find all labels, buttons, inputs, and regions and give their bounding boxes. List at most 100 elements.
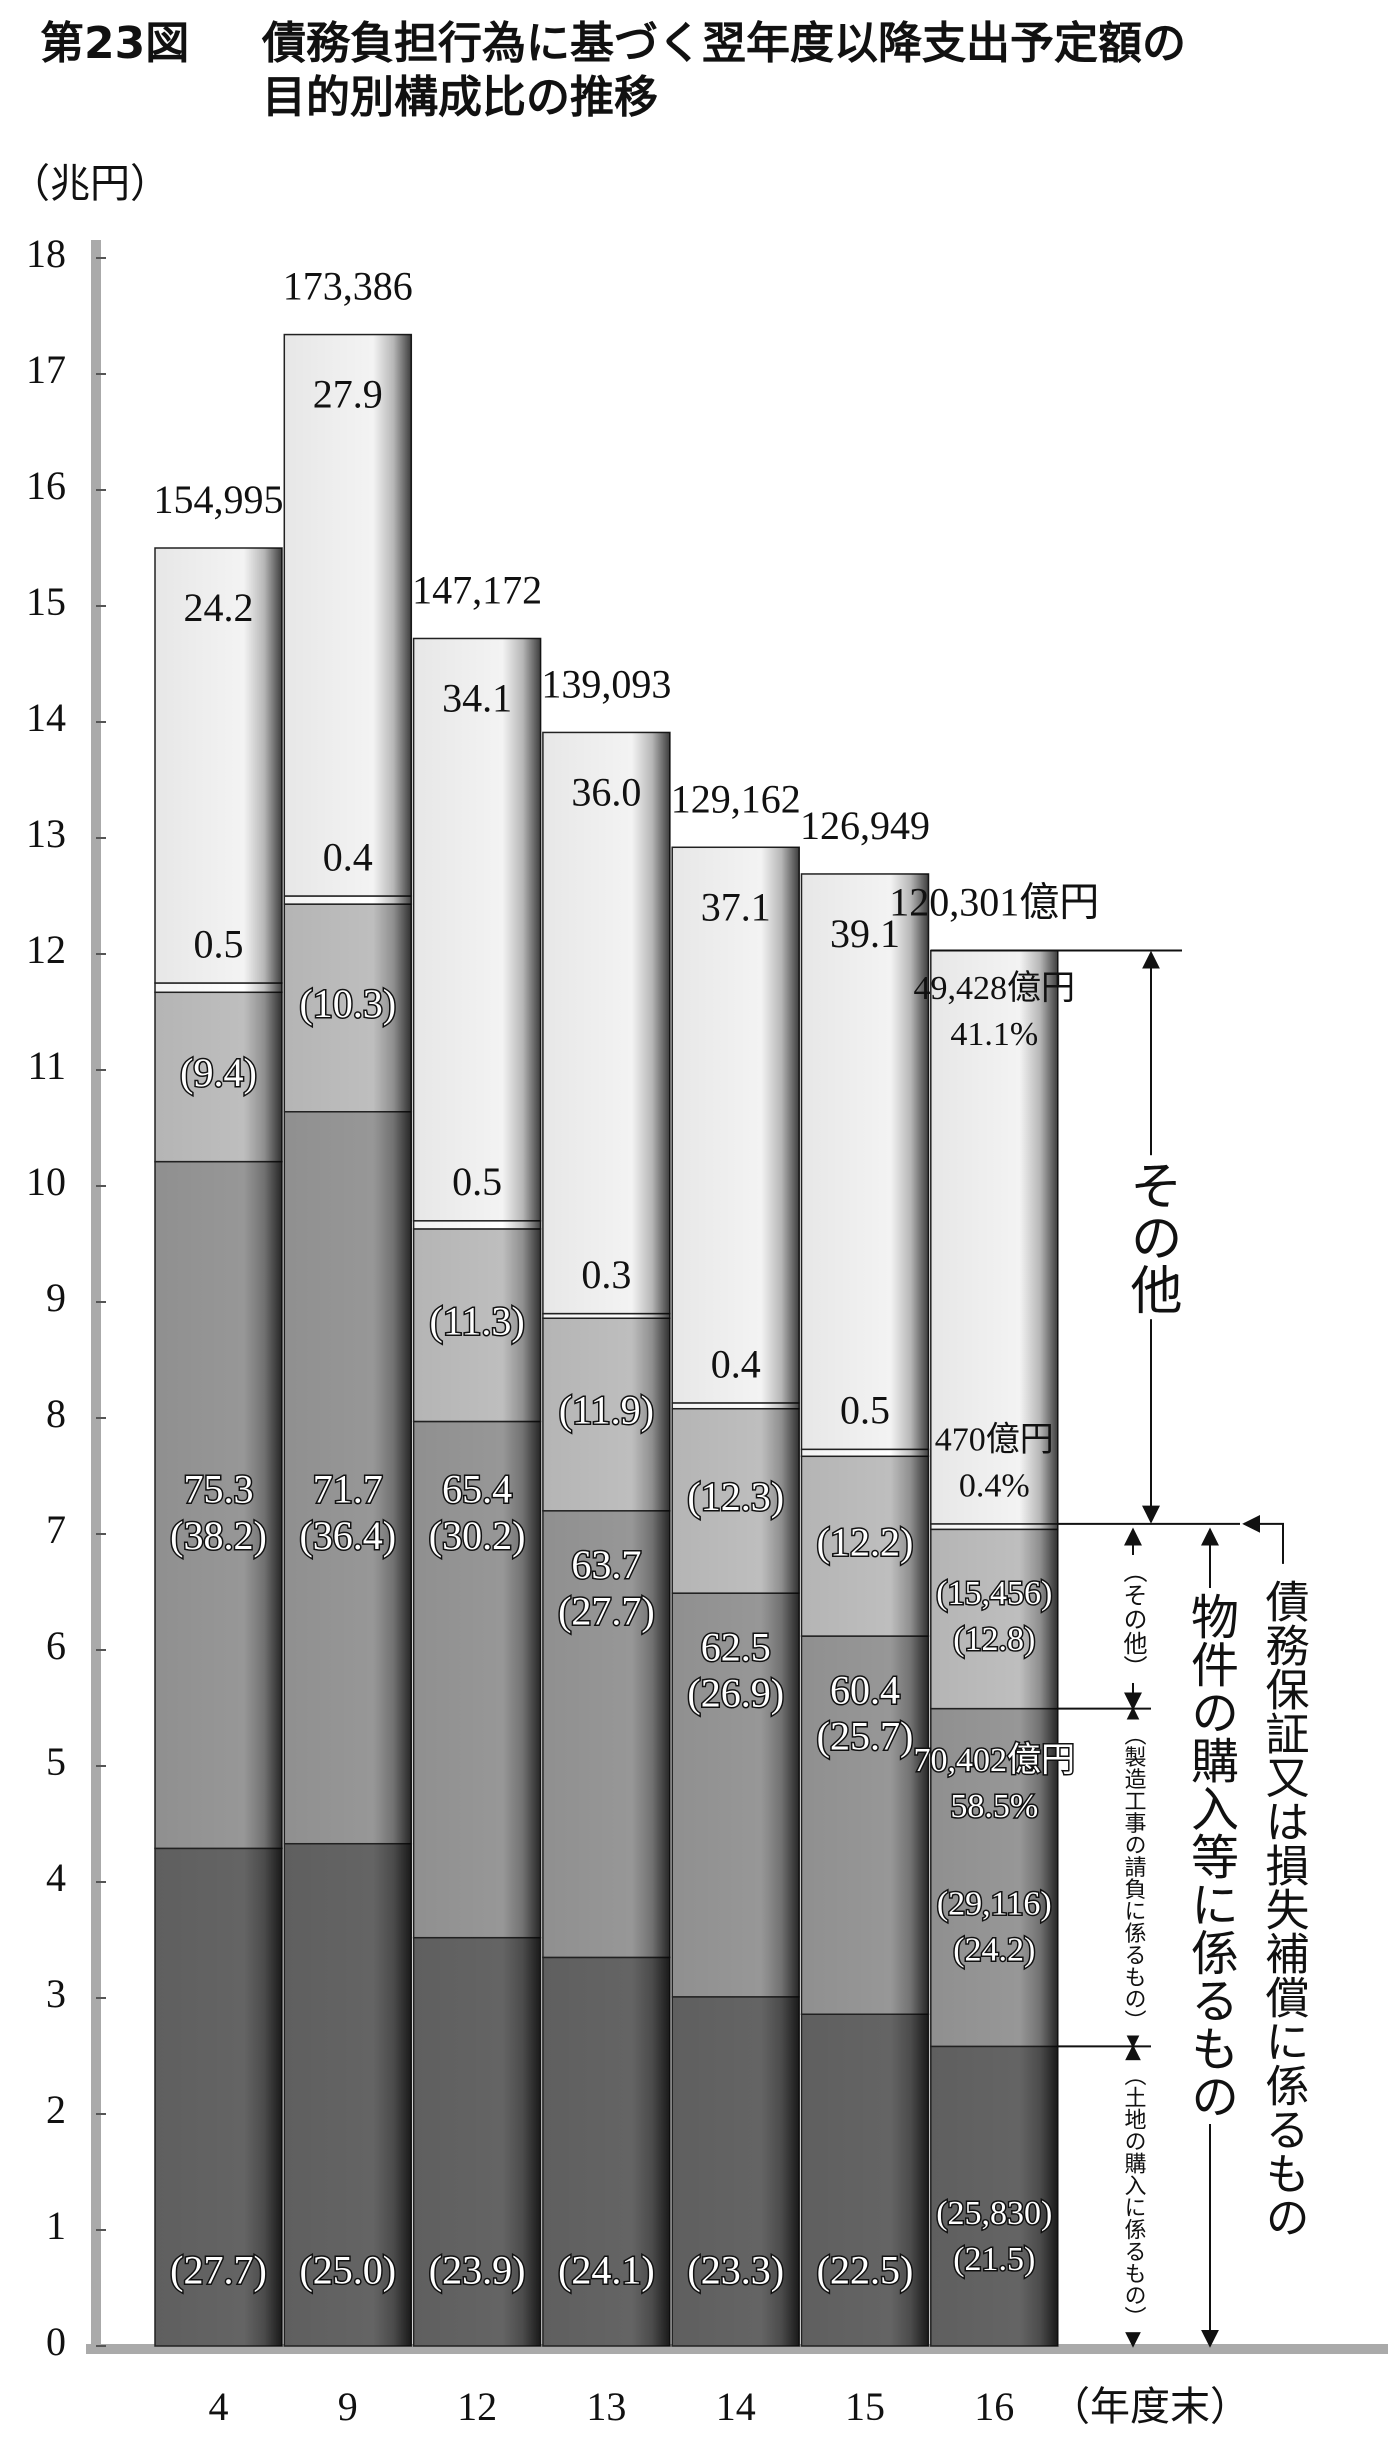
x-tick-label: 15: [845, 2384, 885, 2429]
y-tick-label: 12: [26, 927, 66, 972]
data-label: 34.1: [442, 675, 512, 720]
y-tick-label: 3: [46, 1971, 66, 2016]
figure-number: 第23図: [40, 18, 189, 69]
label-bg: [1117, 1554, 1149, 1683]
data-label: 65.4: [442, 1467, 512, 1512]
y-tick-label: 13: [26, 811, 66, 856]
data-label: 37.1: [701, 884, 771, 929]
data-label: 71.7: [313, 1467, 383, 1512]
y-tick-label: 8: [46, 1391, 66, 1436]
total-label: 126,949: [800, 803, 930, 848]
total-label: 139,093: [541, 662, 671, 707]
data-label: (38.2): [170, 1513, 267, 1558]
chart-title: 債務負担行為に基づく翌年度以降支出予定額の: [261, 18, 1186, 69]
bar-shade: [672, 847, 800, 2346]
y-tick-label: 1: [46, 2203, 66, 2248]
data-label: 0.3: [581, 1252, 631, 1297]
data-label: (12.8): [953, 1621, 1035, 1658]
data-label: (11.9): [559, 1388, 654, 1433]
total-label: 120,301億円: [889, 880, 1099, 925]
data-label: (30.2): [429, 1513, 526, 1558]
bar-shade: [542, 732, 670, 2347]
bracket-label: 物件の購入等に係るもの: [1182, 1592, 1238, 2120]
label-bg: [1255, 1574, 1312, 2243]
data-label: (15,456): [936, 1575, 1052, 1612]
bracket-label: （土地の購入に係るもの）: [1121, 2064, 1147, 2328]
x-tick-label: 16: [974, 2384, 1014, 2429]
data-label: 39.1: [830, 911, 900, 956]
label-bg: [1180, 1588, 1240, 2125]
bracket-label: 債務保証又は損失補償に係るもの: [1258, 1579, 1310, 2239]
bar-shade: [801, 873, 929, 2347]
data-label: (36.4): [299, 1513, 396, 1558]
x-tick-label: 4: [209, 2384, 229, 2429]
y-tick-label: 15: [26, 579, 66, 624]
data-label: (24.2): [953, 1931, 1035, 1968]
bracket-label: （製造工事の請負に係るもの）: [1121, 1723, 1147, 2031]
y-tick-label: 14: [26, 695, 66, 740]
data-label: (9.4): [180, 1050, 257, 1095]
total-label: 129,162: [671, 776, 801, 821]
data-label: 0.5: [194, 921, 244, 966]
bracket-label: その他: [1121, 1159, 1182, 1315]
data-label: 27.9: [313, 372, 383, 417]
data-label: (10.3): [299, 981, 396, 1026]
data-label: 470億円: [935, 1420, 1054, 1458]
data-label: 49,428億円: [914, 969, 1076, 1007]
total-label: 147,172: [412, 568, 542, 613]
chart-title: 目的別構成比の推移: [262, 72, 658, 123]
data-label: (27.7): [558, 1588, 655, 1633]
data-label: (24.1): [558, 2247, 655, 2292]
data-label: 0.5: [840, 1388, 890, 1433]
data-label: (25.7): [817, 1714, 914, 1759]
y-tick-label: 18: [26, 231, 66, 276]
data-label: 36.0: [571, 769, 641, 814]
x-tick-label: 9: [338, 2384, 358, 2429]
data-label: (23.3): [687, 2247, 784, 2292]
data-label: 24.2: [184, 585, 254, 630]
data-label: (12.3): [687, 1474, 784, 1519]
total-label: 173,386: [283, 264, 413, 309]
x-tick-label: 12: [457, 2384, 497, 2429]
data-label: (25,830): [936, 2195, 1052, 2232]
y-tick-label: 11: [27, 1043, 66, 1088]
data-label: (21.5): [953, 2241, 1035, 2278]
x-tick-label: 13: [586, 2384, 626, 2429]
data-label: 58.5%: [950, 1788, 1038, 1825]
y-tick-label: 6: [46, 1623, 66, 1668]
data-label: (12.2): [817, 1519, 914, 1564]
bracket-label: （その他）: [1119, 1559, 1147, 1679]
total-label: 154,995: [154, 477, 284, 522]
data-label: 62.5: [701, 1624, 771, 1669]
bar-shade: [413, 638, 541, 2346]
y-tick-label: 0: [46, 2319, 66, 2364]
x-axis-label: （年度末）: [1050, 2384, 1250, 2429]
bar-shade: [155, 548, 282, 2346]
y-axis-label: （兆円）: [10, 161, 170, 206]
y-tick-label: 16: [26, 463, 66, 508]
data-label: 63.7: [571, 1542, 641, 1587]
x-tick-label: 14: [716, 2384, 756, 2429]
y-tick-label: 17: [26, 347, 66, 392]
data-label: (25.0): [299, 2247, 396, 2292]
data-label: 0.4: [323, 834, 373, 879]
y-tick-label: 7: [46, 1507, 66, 1552]
y-tick-label: 5: [46, 1739, 66, 1784]
data-label: 0.4%: [959, 1467, 1030, 1504]
data-label: (23.9): [429, 2247, 526, 2292]
label-bg: [1118, 1719, 1149, 2036]
label-bg: [1118, 2060, 1149, 2333]
data-label: 41.1%: [950, 1016, 1038, 1053]
y-tick-label: 10: [26, 1159, 66, 1204]
data-label: (22.5): [817, 2247, 914, 2292]
bar-shade: [930, 950, 1058, 2346]
data-label: (26.9): [687, 1671, 784, 1716]
bar-shade: [284, 334, 412, 2346]
y-tick-label: 4: [46, 1855, 66, 1900]
y-tick-label: 9: [46, 1275, 66, 1320]
data-label: 75.3: [184, 1467, 254, 1512]
data-label: 60.4: [830, 1667, 900, 1712]
data-label: (11.3): [430, 1298, 525, 1343]
